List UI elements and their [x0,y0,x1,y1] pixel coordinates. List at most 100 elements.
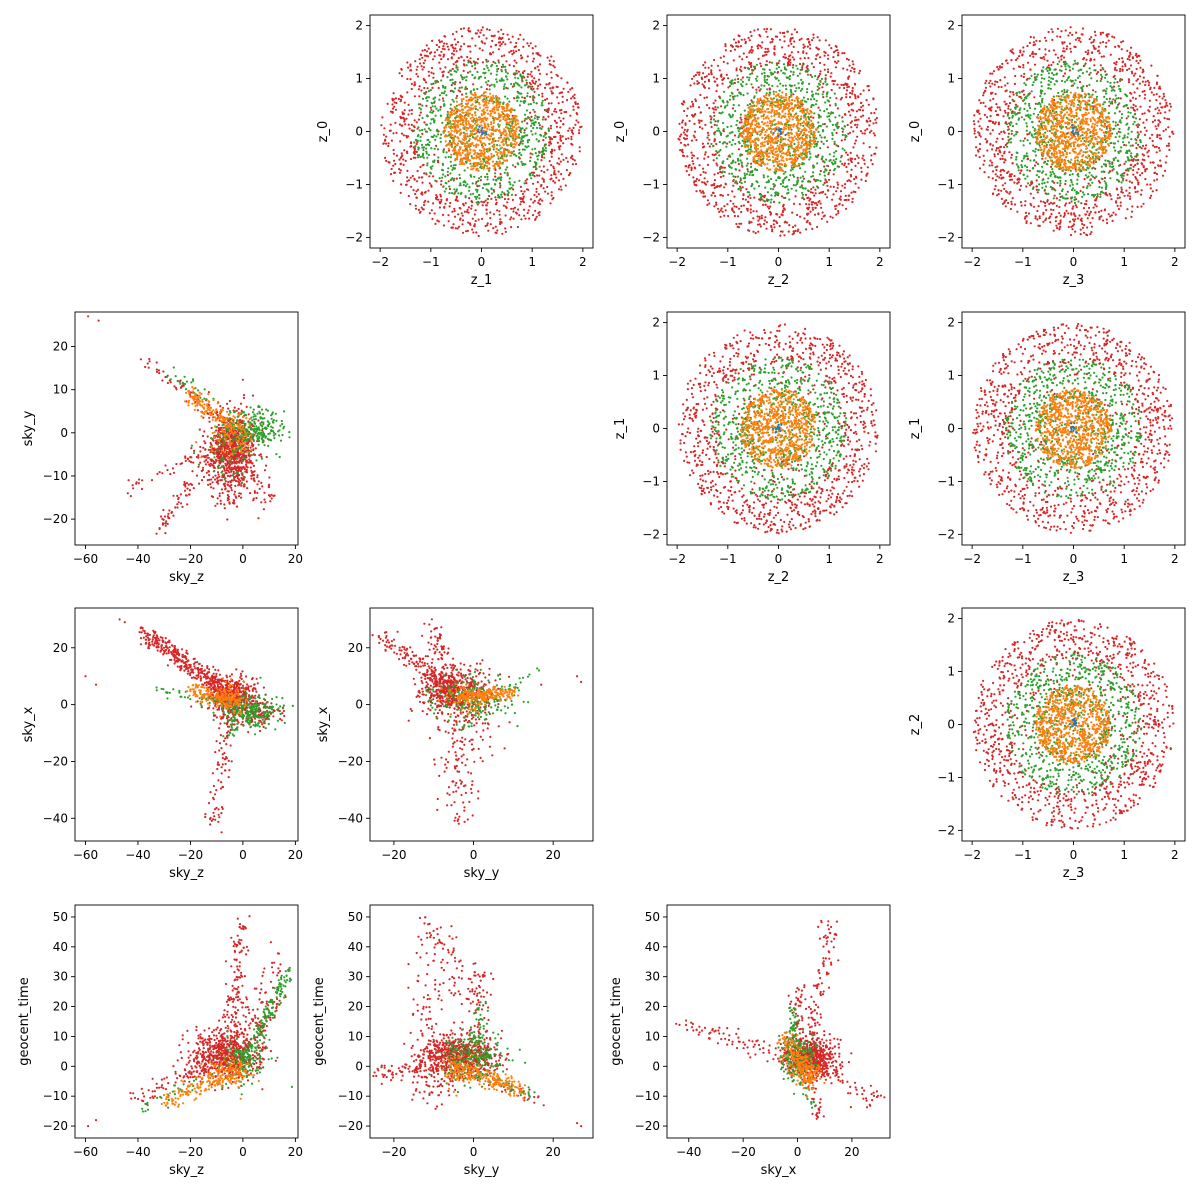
scatter-point-green [465,75,468,78]
scatter-point-red [808,206,811,209]
scatter-point-red [453,38,456,41]
scatter-point-orange [764,130,767,134]
scatter-point-green [520,160,523,163]
scatter-point-green [719,131,722,134]
scatter-point-orange [455,120,459,123]
scatter-point-red [759,225,763,228]
scatter-point-orange [759,163,763,166]
scatter-point-green [508,100,511,103]
scatter-point-red [464,202,467,205]
scatter-point-green [444,175,447,178]
scatter-point-red [444,66,447,69]
scatter-point-red [431,58,435,61]
scatter-point-green [514,137,517,141]
scatter-point-red [532,81,535,84]
scatter-point-green [449,103,452,106]
scatter-point-red [699,93,702,97]
scatter-point-red [442,70,445,73]
scatter-point-red [692,154,696,157]
scatter-point-orange [809,109,812,112]
scatter-point-red [856,123,859,126]
scatter-point-green [536,158,539,161]
scatter-point-orange [455,144,458,147]
scatter-point-red [389,123,392,126]
scatter-point-red [520,197,523,200]
scatter-point-red [712,108,716,111]
scatter-point-orange [785,153,788,156]
scatter-point-red [398,168,401,171]
scatter-point-orange [447,130,450,133]
scatter-point-green [789,174,792,177]
scatter-point-red [553,110,556,113]
scatter-point-red [817,213,820,216]
scatter-point-red [385,135,388,138]
scatter-point-red [778,216,781,219]
scatter-point-red [457,56,460,60]
scatter-point-green [810,75,814,78]
scatter-point-red [570,135,573,138]
scatter-point-red [819,70,822,73]
scatter-point-red [710,64,713,67]
scatter-point-red [719,209,722,212]
scatter-point-orange [755,104,758,107]
scatter-point-red [718,210,721,213]
scatter-point-green [483,98,486,101]
scatter-point-orange [510,117,513,121]
scatter-point-green [495,179,498,182]
scatter-point-green [763,78,766,81]
scatter-point-green [816,185,819,188]
scatter-point-red [442,55,445,58]
y-tick-label: 2 [355,19,363,33]
scatter-point-red [497,59,500,62]
scatter-point-orange [466,95,469,98]
scatter-point-orange [464,106,467,109]
scatter-point-red [461,219,465,222]
scatter-point-red [519,54,523,57]
scatter-point-red [452,49,455,53]
scatter-point-red [574,163,578,166]
scatter-point-green [828,118,831,121]
scatter-point-red [823,54,826,57]
scatter-point-red [765,53,768,56]
scatter-point-red [765,227,768,230]
scatter-point-orange [473,117,476,120]
scatter-point-green [547,129,551,132]
scatter-point-green [463,180,466,183]
scatter-point-red [525,60,528,63]
scatter-point-green [817,113,820,116]
scatter-point-green [799,176,802,179]
scatter-point-red [737,226,741,229]
scatter-point-orange [505,118,508,121]
scatter-point-orange [497,165,501,168]
scatter-point-green [454,164,457,167]
scatter-point-red [766,35,769,38]
scatter-point-orange [496,101,499,104]
scatter-point-orange [758,130,761,133]
scatter-point-orange [510,120,513,123]
scatter-point-orange [761,130,764,134]
scatter-point-green [826,164,829,167]
scatter-point-red [710,118,713,121]
scatter-point-red [814,188,817,191]
scatter-point-orange [754,123,757,126]
scatter-point-green [733,95,736,98]
scatter-point-green [525,117,528,120]
scatter-point-cyan [481,126,484,129]
scatter-point-green [756,75,759,78]
scatter-point-orange [784,144,788,147]
scatter-point-orange [756,100,759,104]
scatter-point-green [759,88,762,91]
scatter-point-green [434,179,437,182]
scatter-point-green [429,129,432,132]
scatter-point-orange [501,157,504,160]
scatter-point-orange [486,147,490,151]
scatter-point-green [465,92,468,95]
scatter-point-red [529,42,532,45]
scatter-point-green [490,192,494,195]
scatter-point-green [730,143,733,146]
scatter-point-red [443,48,446,51]
scatter-point-green [741,84,744,88]
scatter-point-red [852,146,855,149]
scatter-point-green [717,119,720,122]
scatter-point-orange [811,126,814,129]
